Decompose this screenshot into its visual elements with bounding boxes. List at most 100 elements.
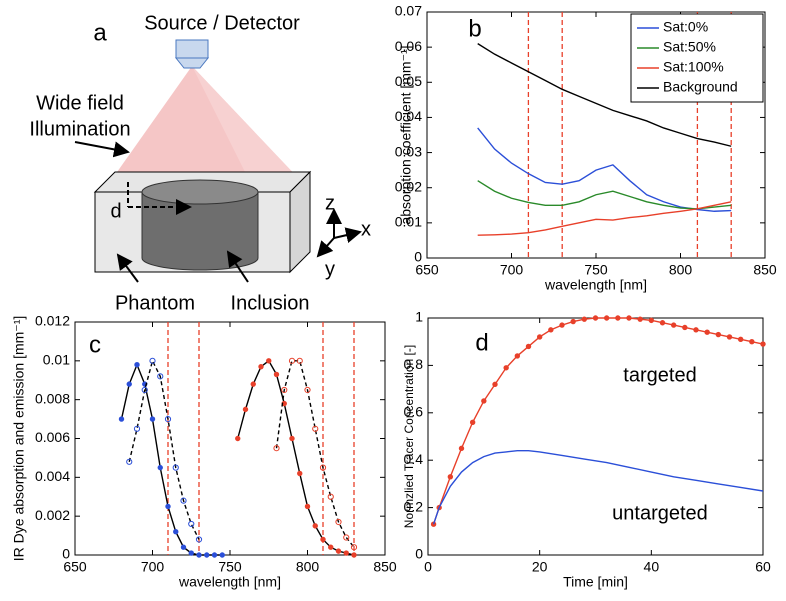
marker — [626, 315, 632, 321]
y-tick-label: 0 — [415, 546, 423, 562]
marker — [304, 503, 311, 510]
y-tick-label: 0.8 — [404, 356, 424, 372]
illumination-label: Illumination — [29, 118, 130, 140]
marker — [312, 425, 319, 432]
legend-label: Sat:0% — [663, 19, 708, 35]
legend-label: Background — [663, 79, 738, 95]
y-tick-label: 0.006 — [35, 429, 70, 445]
marker — [536, 334, 543, 340]
axis-y — [316, 237, 335, 258]
x-axis-label: wavelength [nm] — [544, 277, 647, 293]
marker — [592, 315, 599, 321]
marker — [180, 544, 187, 550]
y-tick-label: 0.4 — [404, 451, 424, 467]
marker — [670, 322, 677, 328]
plot-area — [74, 321, 386, 556]
x-tick-label: 0 — [424, 559, 432, 575]
axis-label: z — [325, 192, 335, 214]
x-tick-label: 20 — [532, 559, 548, 575]
x-tick-label: 850 — [373, 559, 397, 575]
marker — [242, 406, 249, 413]
marker — [682, 324, 688, 331]
panel-label: d — [475, 329, 488, 356]
x-tick-label: 40 — [644, 559, 660, 575]
marker — [173, 529, 179, 535]
marker — [637, 316, 643, 322]
series-line — [432, 450, 764, 525]
panel-label: b — [468, 15, 481, 42]
y-tick-label: 0.004 — [35, 468, 70, 484]
marker — [157, 373, 164, 380]
x-axis-label: wavelength [nm] — [178, 574, 281, 590]
x-tick-label: 650 — [63, 559, 87, 575]
marker — [343, 550, 349, 556]
arrow — [74, 141, 130, 158]
marker — [219, 552, 225, 558]
panel-label: a — [93, 19, 107, 46]
marker — [250, 381, 256, 387]
x-tick-label: 850 — [753, 262, 777, 278]
marker — [157, 464, 163, 471]
panel-label: c — [89, 331, 101, 358]
marker — [514, 353, 521, 359]
detector — [175, 39, 209, 59]
marker — [180, 497, 187, 504]
x-tick-label: 800 — [669, 262, 693, 278]
marker — [273, 371, 280, 378]
y-tick-label: 0.2 — [404, 498, 424, 514]
marker — [273, 445, 280, 452]
x-tick-label: 750 — [218, 559, 242, 575]
marker — [335, 548, 342, 554]
series-line — [477, 43, 732, 147]
marker — [266, 358, 272, 364]
axis-x — [333, 227, 362, 243]
marker — [469, 419, 476, 425]
legend-label: Sat:50% — [663, 39, 716, 55]
y-tick-label: 0 — [62, 546, 70, 562]
marker — [603, 315, 610, 321]
annotation: targeted — [623, 364, 696, 386]
marker — [343, 534, 350, 541]
y-axis-label: IR Dye absorption and emission [mm⁻¹] — [11, 316, 27, 561]
y-tick-label: 0.012 — [35, 313, 70, 329]
marker — [581, 316, 588, 322]
marker — [570, 318, 576, 325]
marker — [715, 331, 722, 338]
y-tick-label: 0.03 — [395, 143, 422, 159]
marker — [188, 550, 194, 556]
marker — [126, 458, 133, 465]
series-line — [275, 360, 355, 548]
marker — [164, 415, 172, 423]
source-label: Source / Detector — [144, 12, 300, 34]
x-tick-label: 800 — [296, 559, 320, 575]
marker — [126, 381, 132, 387]
x-axis-label: Time [min] — [563, 574, 628, 590]
plot-area — [427, 317, 764, 556]
illumination-label: Wide field — [36, 92, 124, 114]
x-tick-label: 700 — [141, 559, 165, 575]
marker — [659, 320, 666, 326]
arrow — [226, 250, 249, 283]
marker — [297, 470, 303, 477]
series-line — [128, 358, 200, 540]
y-tick-label: 0.04 — [395, 108, 422, 124]
marker — [188, 520, 195, 528]
marker — [648, 317, 655, 324]
marker — [749, 339, 755, 345]
marker — [304, 386, 311, 394]
marker — [288, 357, 296, 364]
y-tick-label: 0.06 — [395, 38, 422, 54]
marker — [149, 357, 156, 364]
marker — [328, 544, 334, 550]
y-tick-label: 0.6 — [404, 404, 424, 420]
marker — [320, 536, 326, 543]
marker — [327, 493, 334, 500]
x-tick-label: 750 — [584, 262, 608, 278]
marker — [296, 357, 303, 364]
y-axis-label: Normzlied Tracer Concentration [-] — [402, 345, 416, 528]
axis-label: y — [325, 258, 335, 280]
marker — [281, 386, 288, 394]
y-tick-label: 0.002 — [35, 507, 70, 523]
marker — [503, 365, 509, 371]
